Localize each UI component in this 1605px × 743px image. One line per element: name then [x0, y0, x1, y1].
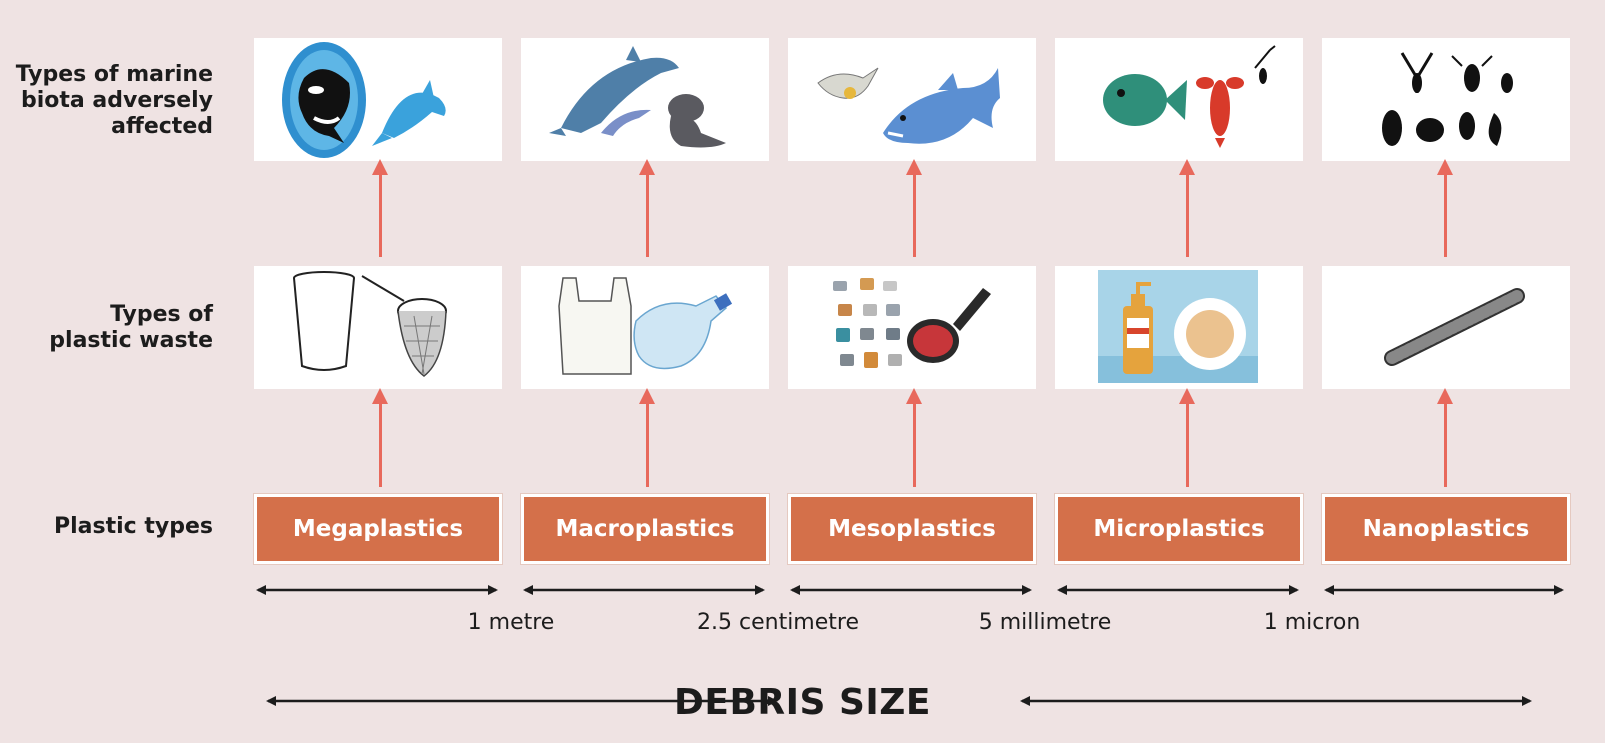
type-nanoplastics: Nanoplastics	[1322, 494, 1570, 564]
type-mesoplastics: Mesoplastics	[788, 494, 1036, 564]
lotion-and-microbeads-icon	[1098, 270, 1258, 383]
biota-card-megaplastics	[254, 38, 502, 161]
arrow-type-to-waste-2	[639, 388, 655, 487]
row-label-plastic-waste: Types of plastic waste	[0, 302, 213, 354]
biota-card-macroplastics	[521, 38, 769, 161]
arrow-waste-to-biota-2	[639, 159, 655, 257]
size-label-1-metre: 1 metre	[467, 610, 555, 635]
row-label-plastic-types: Plastic types	[54, 514, 213, 539]
arrow-waste-to-biota-4	[1179, 159, 1195, 257]
row-label-biota-line1: Types of marine	[15, 62, 213, 87]
waste-card-microplastics	[1055, 266, 1303, 389]
waste-card-megaplastics	[254, 266, 502, 389]
arrow-waste-to-biota-5	[1437, 159, 1453, 257]
biota-card-mesoplastics	[788, 38, 1036, 161]
waste-card-mesoplastics	[788, 266, 1036, 389]
waste-card-macroplastics	[521, 266, 769, 389]
cup-and-fishing-net-icon	[293, 271, 447, 377]
size-label-1-micron: 1 micron	[1263, 610, 1361, 635]
type-microplastics: Microplastics	[1055, 494, 1303, 564]
arrow-waste-to-biota-1	[372, 159, 388, 257]
biota-card-microplastics	[1055, 38, 1303, 161]
arrow-type-to-waste-5	[1437, 388, 1453, 487]
fish-and-lobster-icon	[1103, 45, 1276, 148]
row-label-waste-line1: Types of	[110, 302, 213, 327]
row-label-marine-biota: Types of marine biota adversely affected	[0, 62, 213, 140]
dolphins-and-seal-icon	[549, 46, 726, 148]
arrow-type-to-waste-4	[1179, 388, 1195, 487]
type-megaplastics: Megaplastics	[254, 494, 502, 564]
size-label-2-5-centimetre: 2.5 centimetre	[697, 610, 859, 635]
arrow-waste-to-biota-3	[906, 159, 922, 257]
debris-size-title: DEBRIS SIZE	[673, 682, 931, 723]
type-macroplastics: Macroplastics	[521, 494, 769, 564]
plastic-bag-and-bottle-icon	[558, 277, 733, 375]
row-label-biota-line2: biota adversely	[20, 88, 213, 113]
biota-card-nanoplastics	[1322, 38, 1570, 161]
seagull-and-shark-icon	[817, 67, 1000, 144]
nanotube-icon	[1384, 288, 1525, 366]
bottle-caps-and-hairbrush-icon	[833, 278, 991, 368]
orca-and-dolphin-icon	[282, 42, 446, 158]
row-label-biota-line3: affected	[111, 114, 213, 139]
arrow-type-to-waste-1	[372, 388, 388, 487]
arrow-type-to-waste-3	[906, 388, 922, 487]
row-label-waste-line2: plastic waste	[49, 328, 213, 353]
waste-card-nanoplastics	[1322, 266, 1570, 389]
plankton-silhouettes-icon	[1382, 52, 1513, 146]
size-label-5-millimetre: 5 millimetre	[978, 610, 1112, 635]
